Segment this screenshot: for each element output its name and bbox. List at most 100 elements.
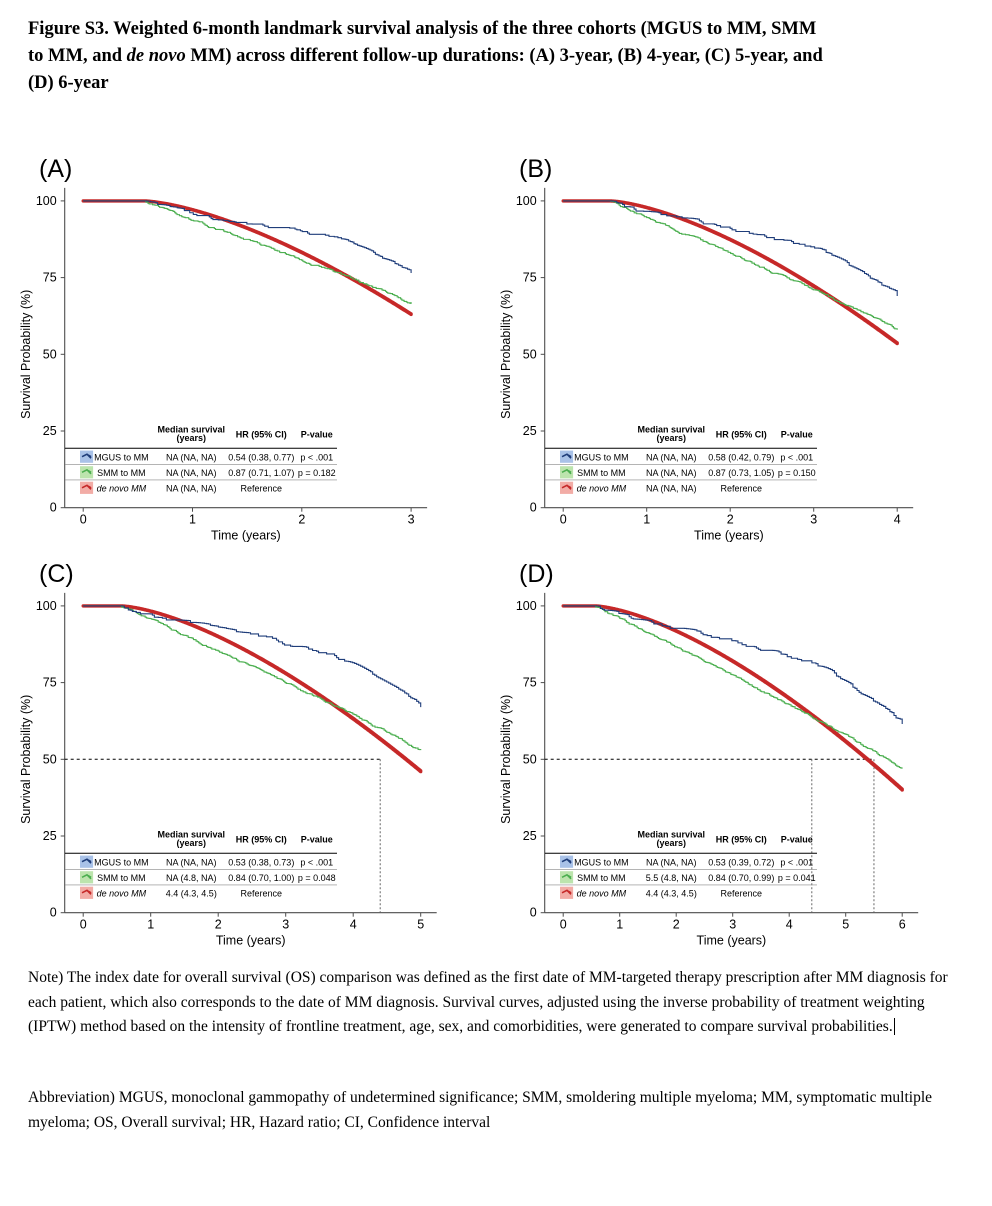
svg-text:50: 50 [43, 347, 57, 361]
svg-text:HR (95% CI): HR (95% CI) [236, 835, 287, 845]
svg-text:1: 1 [189, 513, 196, 527]
svg-text:de novo MM: de novo MM [97, 484, 147, 494]
svg-text:Reference: Reference [721, 484, 763, 494]
svg-text:2: 2 [215, 918, 222, 932]
svg-text:0: 0 [560, 918, 567, 932]
svg-text:(C): (C) [39, 560, 74, 588]
svg-text:5: 5 [842, 918, 849, 932]
svg-text:Reference: Reference [721, 889, 763, 899]
svg-text:NA (NA, NA): NA (NA, NA) [646, 453, 697, 463]
svg-text:0.87 (0.73, 1.05): 0.87 (0.73, 1.05) [708, 468, 774, 478]
svg-text:MGUS to MM: MGUS to MM [574, 453, 629, 463]
svg-text:0.54 (0.38, 0.77): 0.54 (0.38, 0.77) [228, 453, 294, 463]
svg-text:2: 2 [298, 513, 305, 527]
svg-text:100: 100 [36, 599, 57, 613]
svg-text:75: 75 [523, 676, 537, 690]
svg-text:p < .001: p < .001 [780, 858, 813, 868]
svg-text:5.5 (4.8, NA): 5.5 (4.8, NA) [646, 873, 697, 883]
svg-text:p = 0.150: p = 0.150 [778, 468, 816, 478]
svg-text:0.53 (0.38, 0.73): 0.53 (0.38, 0.73) [228, 858, 294, 868]
svg-text:0: 0 [80, 513, 87, 527]
svg-text:SMM to MM: SMM to MM [97, 468, 146, 478]
svg-text:75: 75 [523, 271, 537, 285]
svg-text:NA (NA, NA): NA (NA, NA) [166, 858, 217, 868]
svg-text:p = 0.182: p = 0.182 [298, 468, 336, 478]
svg-text:100: 100 [516, 599, 537, 613]
svg-text:Reference: Reference [241, 889, 283, 899]
svg-text:NA (NA, NA): NA (NA, NA) [166, 484, 217, 494]
svg-text:3: 3 [282, 918, 289, 932]
svg-text:1: 1 [616, 918, 623, 932]
svg-text:P-value: P-value [301, 430, 333, 440]
svg-text:50: 50 [43, 752, 57, 766]
svg-text:25: 25 [523, 424, 537, 438]
svg-text:SMM to MM: SMM to MM [97, 873, 146, 883]
svg-text:Time (years): Time (years) [694, 529, 764, 543]
svg-text:(years): (years) [177, 433, 207, 443]
svg-text:100: 100 [516, 194, 537, 208]
svg-text:100: 100 [36, 194, 57, 208]
svg-text:MGUS to MM: MGUS to MM [574, 858, 629, 868]
svg-text:de novo MM: de novo MM [577, 484, 627, 494]
svg-text:1: 1 [147, 918, 154, 932]
svg-text:Reference: Reference [241, 484, 283, 494]
svg-text:0.87 (0.71, 1.07): 0.87 (0.71, 1.07) [228, 468, 294, 478]
svg-text:MGUS to MM: MGUS to MM [94, 858, 149, 868]
svg-text:75: 75 [43, 676, 57, 690]
svg-text:6: 6 [899, 918, 906, 932]
svg-text:(D): (D) [519, 560, 554, 588]
svg-text:NA (NA, NA): NA (NA, NA) [646, 484, 697, 494]
svg-text:4.4 (4.3, 4.5): 4.4 (4.3, 4.5) [166, 889, 217, 899]
svg-text:(years): (years) [657, 433, 687, 443]
svg-text:1: 1 [643, 513, 650, 527]
svg-text:MGUS to MM: MGUS to MM [94, 453, 149, 463]
svg-text:de novo MM: de novo MM [577, 889, 627, 899]
svg-text:NA (4.8, NA): NA (4.8, NA) [166, 873, 217, 883]
svg-text:(B): (B) [519, 155, 552, 183]
svg-text:2: 2 [727, 513, 734, 527]
svg-text:Time (years): Time (years) [697, 934, 767, 948]
svg-text:4: 4 [894, 513, 901, 527]
svg-text:4.4 (4.3, 4.5): 4.4 (4.3, 4.5) [646, 889, 697, 899]
svg-text:NA (NA, NA): NA (NA, NA) [646, 858, 697, 868]
svg-text:P-value: P-value [781, 835, 813, 845]
svg-text:Survival Probability (%): Survival Probability (%) [19, 695, 33, 824]
svg-text:Time (years): Time (years) [211, 529, 281, 543]
svg-text:de novo MM: de novo MM [97, 889, 147, 899]
svg-text:P-value: P-value [781, 430, 813, 440]
svg-text:0: 0 [530, 501, 537, 515]
svg-text:0: 0 [50, 906, 57, 920]
svg-text:0.53 (0.39, 0.72): 0.53 (0.39, 0.72) [708, 858, 774, 868]
svg-text:4: 4 [350, 918, 357, 932]
svg-text:p = 0.041: p = 0.041 [778, 873, 816, 883]
svg-text:(years): (years) [177, 838, 207, 848]
svg-text:p = 0.048: p = 0.048 [298, 873, 336, 883]
svg-text:0.84 (0.70, 1.00): 0.84 (0.70, 1.00) [228, 873, 294, 883]
svg-text:0.58 (0.42, 0.79): 0.58 (0.42, 0.79) [708, 453, 774, 463]
svg-text:p < .001: p < .001 [300, 858, 333, 868]
svg-text:P-value: P-value [301, 835, 333, 845]
svg-text:p < .001: p < .001 [300, 453, 333, 463]
svg-text:HR (95% CI): HR (95% CI) [236, 430, 287, 440]
svg-text:3: 3 [729, 918, 736, 932]
svg-text:4: 4 [786, 918, 793, 932]
svg-text:0: 0 [530, 906, 537, 920]
svg-text:p < .001: p < .001 [780, 453, 813, 463]
svg-text:75: 75 [43, 271, 57, 285]
svg-text:SMM to MM: SMM to MM [577, 468, 626, 478]
svg-text:HR (95% CI): HR (95% CI) [716, 430, 767, 440]
svg-text:25: 25 [43, 424, 57, 438]
svg-text:(A): (A) [39, 155, 72, 183]
svg-text:3: 3 [810, 513, 817, 527]
svg-text:25: 25 [523, 829, 537, 843]
svg-text:Survival Probability (%): Survival Probability (%) [19, 290, 33, 419]
svg-text:0: 0 [560, 513, 567, 527]
svg-text:0: 0 [80, 918, 87, 932]
svg-text:0.84 (0.70, 0.99): 0.84 (0.70, 0.99) [708, 873, 774, 883]
svg-text:50: 50 [523, 752, 537, 766]
svg-text:Time (years): Time (years) [216, 934, 286, 948]
svg-text:NA (NA, NA): NA (NA, NA) [166, 453, 217, 463]
svg-text:(years): (years) [657, 838, 687, 848]
svg-text:25: 25 [43, 829, 57, 843]
svg-text:SMM to MM: SMM to MM [577, 873, 626, 883]
